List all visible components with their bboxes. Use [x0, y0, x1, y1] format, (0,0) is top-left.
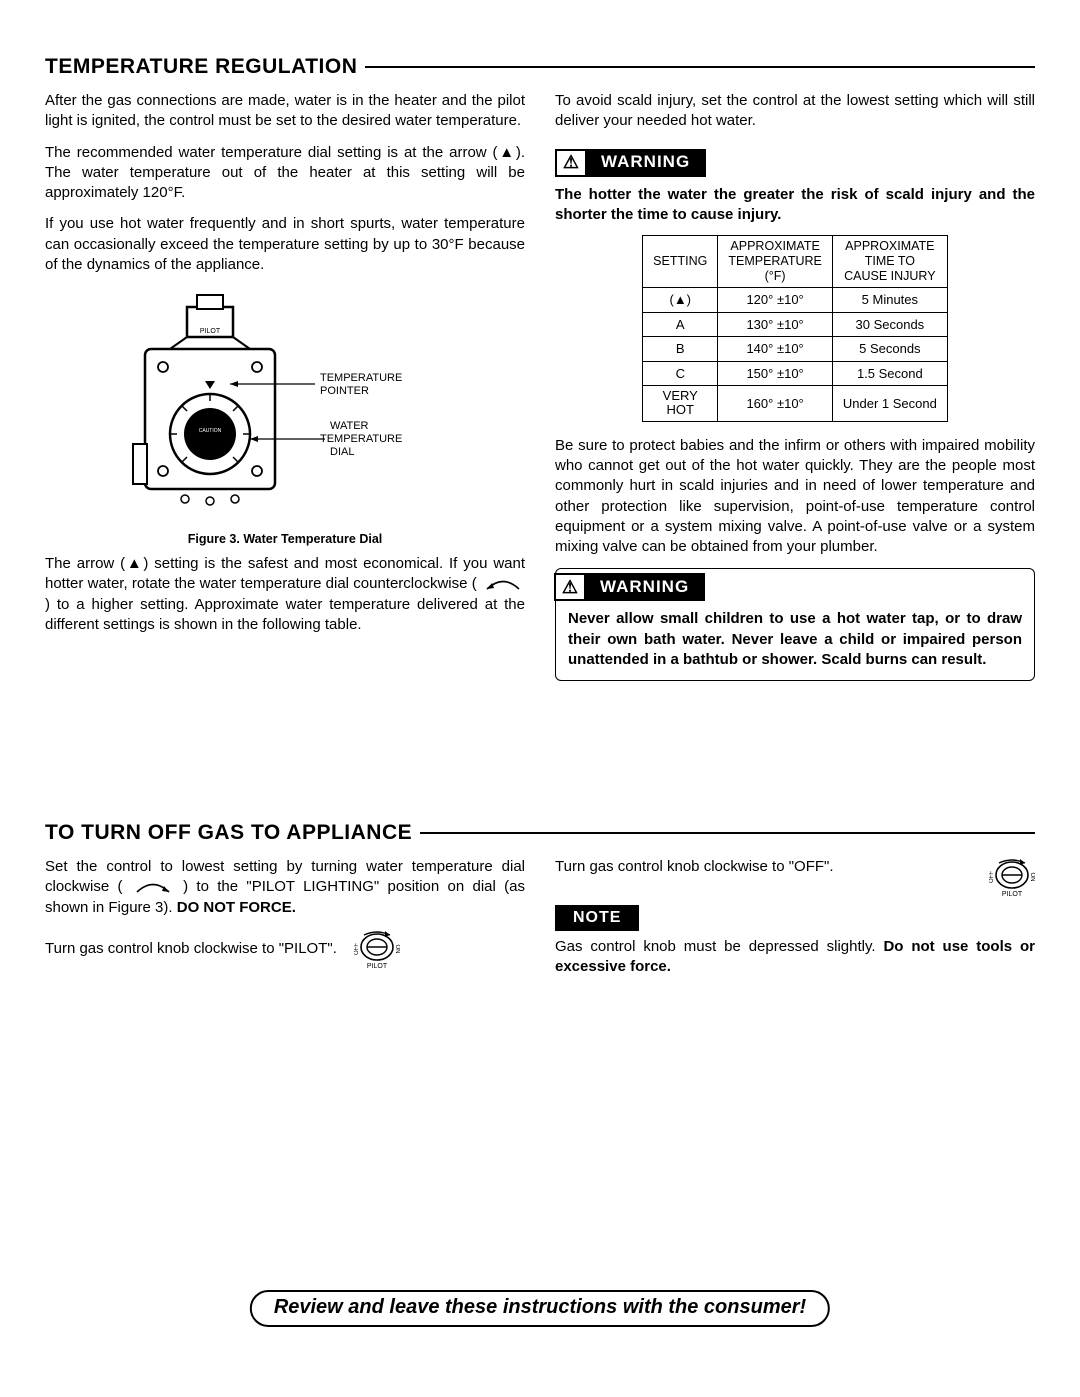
svg-text:POINTER: POINTER	[320, 385, 369, 397]
figure-caption: Figure 3. Water Temperature Dial	[45, 531, 525, 548]
note-banner: NOTE	[555, 905, 639, 931]
section1-title: TEMPERATURE REGULATION	[45, 55, 357, 79]
svg-text:TEMPERATURE: TEMPERATURE	[320, 433, 402, 445]
warning-banner-1: ⚠ WARNING	[555, 149, 706, 177]
svg-text:PILOT: PILOT	[1002, 891, 1023, 897]
svg-text:OFF: OFF	[989, 871, 995, 883]
cw-arrow-icon	[131, 879, 175, 895]
ccw-arrow-icon	[481, 576, 525, 592]
warning-box-2: ⚠ WARNING Never allow small children to …	[555, 568, 1035, 681]
table-header-row: SETTING APPROXIMATETEMPERATURE(°F) APPRO…	[643, 236, 948, 288]
warning-triangle-icon: ⚠	[557, 151, 587, 175]
svg-text:DIAL: DIAL	[330, 446, 354, 458]
s1-right-p2: Be sure to protect babies and the infirm…	[555, 436, 1035, 558]
th-temp: APPROXIMATETEMPERATURE(°F)	[718, 236, 833, 288]
svg-text:OFF: OFF	[354, 943, 360, 955]
warning2-text: Never allow small children to use a hot …	[568, 609, 1022, 670]
s1-left-p4: The arrow (▲) setting is the safest and …	[45, 554, 525, 635]
section2-header: TO TURN OFF GAS TO APPLIANCE	[45, 821, 1035, 845]
s1-left-p2: The recommended water temperature dial s…	[45, 143, 525, 204]
knob-pilot-icon: PILOT OFF ON	[354, 929, 400, 969]
section1-right: To avoid scald injury, set the control a…	[555, 91, 1035, 681]
table-row: C150° ±10°1.5 Second	[643, 361, 948, 386]
table-row: A130° ±10°30 Seconds	[643, 312, 948, 337]
th-setting: SETTING	[643, 236, 718, 288]
s1-left-p1: After the gas connections are made, wate…	[45, 91, 525, 132]
table-row: (▲)120° ±10°5 Minutes	[643, 288, 948, 313]
pointer-label-line1: TEMPERATURE	[320, 372, 402, 384]
svg-text:ON: ON	[394, 944, 400, 953]
section2-body: Set the control to lowest setting by tur…	[45, 857, 1035, 989]
section2-right: Turn gas control knob clockwise to "OFF"…	[555, 857, 1035, 989]
warning-label-1: WARNING	[587, 151, 704, 175]
section2-rule	[420, 832, 1035, 834]
s2-right-p2: Gas control knob must be depressed sligh…	[555, 937, 1035, 978]
s2-left-p1: Set the control to lowest setting by tur…	[45, 857, 525, 918]
pilot-label: PILOT	[200, 328, 221, 335]
s2-left-p2: Turn gas control knob clockwise to "PILO…	[45, 929, 525, 969]
warning1-text: The hotter the water the greater the ris…	[555, 185, 1035, 226]
scald-settings-table: SETTING APPROXIMATETEMPERATURE(°F) APPRO…	[642, 235, 948, 422]
table-body: (▲)120° ±10°5 Minutes A130° ±10°30 Secon…	[643, 288, 948, 422]
table-row: B140° ±10°5 Seconds	[643, 337, 948, 362]
svg-text:WATER: WATER	[330, 420, 369, 432]
table-row: VERYHOT160° ±10°Under 1 Second	[643, 386, 948, 422]
section2-left: Set the control to lowest setting by tur…	[45, 857, 525, 989]
warning-label-2: WARNING	[586, 575, 703, 599]
section1-left: After the gas connections are made, wate…	[45, 91, 525, 681]
s1-right-p1: To avoid scald injury, set the control a…	[555, 91, 1035, 132]
section1-rule	[365, 66, 1035, 68]
section2-title: TO TURN OFF GAS TO APPLIANCE	[45, 821, 412, 845]
warning-triangle-icon: ⚠	[556, 575, 586, 599]
th-time: APPROXIMATETIME TOCAUSE INJURY	[832, 236, 947, 288]
note-label: NOTE	[557, 907, 637, 929]
knob-off-icon: PILOT OFF ON	[989, 857, 1035, 897]
s1-left-p3: If you use hot water frequently and in s…	[45, 214, 525, 275]
temperature-dial-figure: PILOT CAUTION	[45, 289, 525, 548]
s2-right-p1: Turn gas control knob clockwise to "OFF"…	[555, 857, 1035, 877]
svg-text:CAUTION: CAUTION	[199, 428, 222, 434]
warning-banner-2: ⚠ WARNING	[554, 573, 705, 601]
section1-body: After the gas connections are made, wate…	[45, 91, 1035, 681]
dial-diagram-svg: PILOT CAUTION	[115, 289, 455, 519]
svg-text:ON: ON	[1029, 873, 1035, 882]
footer-banner: Review and leave these instructions with…	[250, 1290, 830, 1327]
svg-text:PILOT: PILOT	[366, 963, 387, 969]
section1-header: TEMPERATURE REGULATION	[45, 55, 1035, 79]
